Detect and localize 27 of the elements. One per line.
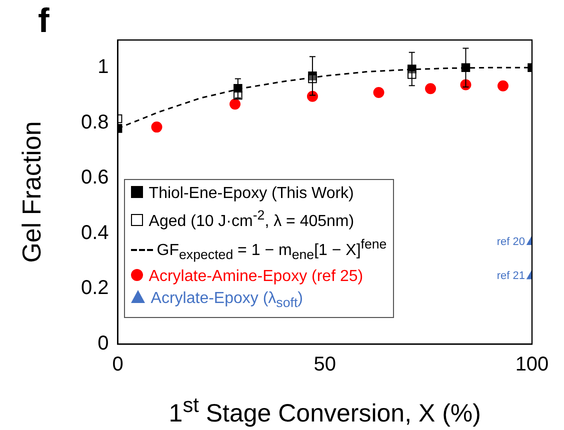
legend-label: GF$_{expected}$ = 1 − m$_{ene}$[1 − X]$^{fene}$ (156, 236, 387, 262)
point (230, 98, 241, 110)
point (425, 83, 436, 94)
point (407, 64, 416, 74)
point (151, 122, 162, 133)
x-tick-label: 100 (515, 354, 549, 376)
y-axis-title: Gel Fraction (16, 121, 48, 263)
point (498, 80, 509, 92)
y-tick-label: 0 (98, 332, 109, 355)
chart-title: f (38, 2, 50, 41)
point (308, 72, 317, 80)
x-axis-title: 1$^{st}$ Stage Conversion, X (%) (168, 394, 481, 428)
point (373, 87, 384, 98)
legend-label: Thiol-Ene-Epoxy (This Work) (148, 184, 354, 202)
point (234, 84, 242, 93)
y-tick-label: 0.2 (80, 277, 109, 300)
annotation: ref 21 (496, 270, 525, 282)
x-tick-label: 50 (314, 354, 336, 376)
y-tick-label: 1 (98, 56, 109, 78)
x-tick-label: 0 (112, 354, 124, 376)
legend-label: Acrylate-Epoxy (λ$_{soft}$) (150, 290, 303, 310)
y-tick-label: 0.6 (80, 166, 109, 189)
y-tick-label: 0.4 (80, 222, 109, 244)
annotation: ref 20 (496, 236, 525, 248)
legend-label: Aged (10 J·cm$^{-2}$, λ = 405nm) (148, 208, 354, 230)
legend-label: Acrylate-Amine-Epoxy (ref 25) (148, 268, 364, 285)
y-tick-label: 0.8 (80, 111, 109, 134)
